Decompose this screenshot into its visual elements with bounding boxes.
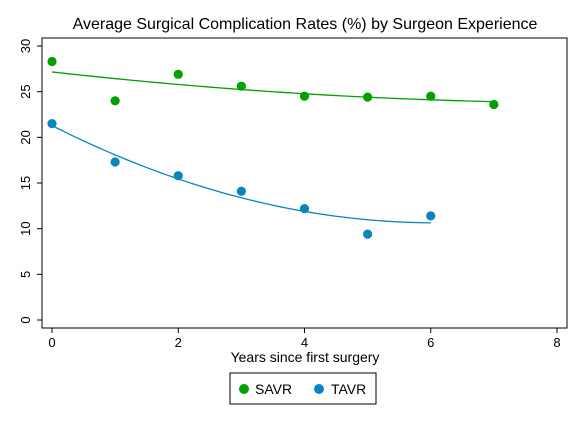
legend-marker-savr <box>239 384 249 394</box>
legend-marker-tavr <box>314 384 324 394</box>
legend-label-savr: SAVR <box>255 381 292 397</box>
legend-label-tavr: TAVR <box>331 381 366 397</box>
point-savr-4 <box>299 91 310 101</box>
point-savr-7 <box>489 99 499 110</box>
point-savr-0 <box>47 56 57 67</box>
x-axis: 0 2 4 6 8 <box>48 328 561 350</box>
point-savr-5 <box>363 92 373 102</box>
point-savr-2 <box>173 69 183 79</box>
point-tavr-1 <box>110 157 120 167</box>
data-points <box>47 56 499 239</box>
fit-line-savr <box>51 71 494 103</box>
x-tick-label-4: 8 <box>553 335 560 350</box>
y-tick-label-0: 0 <box>18 316 33 323</box>
x-tick-label-1: 2 <box>175 335 182 350</box>
legend-box <box>229 372 377 405</box>
y-tick-label-4: 20 <box>18 130 33 144</box>
x-tick-label-2: 4 <box>301 335 308 350</box>
x-tick-label-0: 0 <box>48 335 55 350</box>
point-tavr-2 <box>173 171 183 181</box>
y-tick-label-3: 15 <box>18 176 33 190</box>
fit-line-tavr <box>51 124 431 224</box>
legend: SAVR TAVR <box>229 372 377 405</box>
y-tick-label-5: 25 <box>18 84 33 98</box>
x-axis-title: Years since first surgery <box>231 349 380 365</box>
y-tick-label-6: 30 <box>18 39 33 53</box>
point-savr-6 <box>426 91 436 101</box>
point-tavr-6 <box>426 211 436 221</box>
y-axis: 0 5 10 15 20 25 30 <box>18 39 42 324</box>
fit-lines <box>51 71 494 224</box>
point-savr-3 <box>236 81 246 91</box>
point-tavr-0 <box>47 119 57 129</box>
point-tavr-4 <box>299 203 310 214</box>
point-tavr-3 <box>236 186 246 196</box>
x-tick-label-3: 6 <box>427 335 434 350</box>
y-tick-label-2: 10 <box>18 221 33 235</box>
point-savr-1 <box>110 96 120 106</box>
point-tavr-5 <box>363 229 373 239</box>
y-tick-label-1: 5 <box>18 271 33 278</box>
chart-title: Average Surgical Complication Rates (%) … <box>73 16 538 33</box>
